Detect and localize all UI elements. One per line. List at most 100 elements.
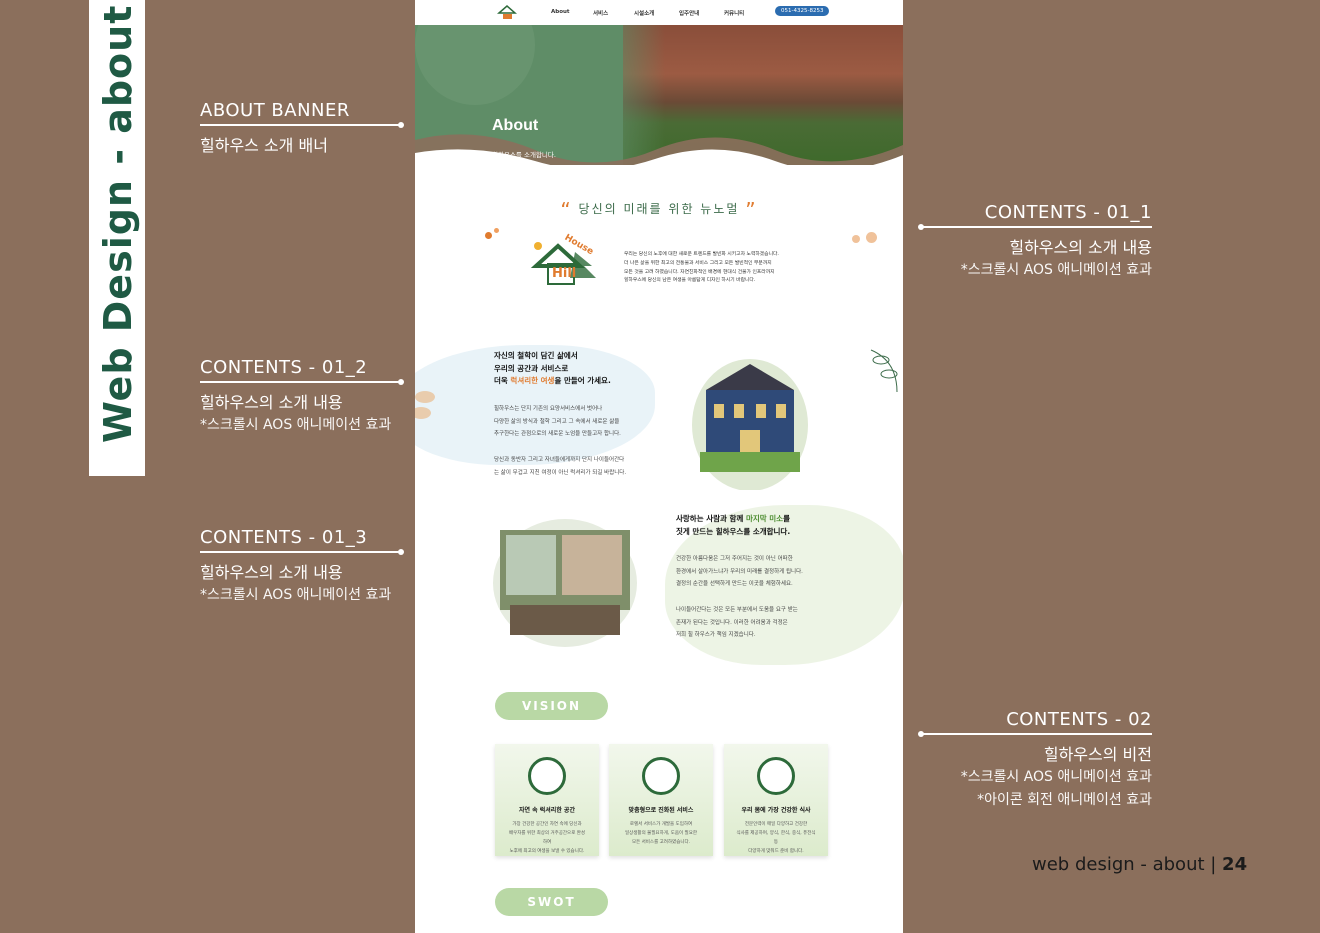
- annotation-heading: CONTENTS - 01_2: [200, 357, 368, 378]
- section2-p2-line: 나이들어간다는 것은 모든 부분에서 도움을 요구 받는: [676, 607, 798, 613]
- nav-item-community[interactable]: 커뮤니티: [724, 11, 745, 17]
- section2-p1-line: 건강한 아름다움은 그저 주어지는 것이 아닌 어떠한: [676, 556, 793, 562]
- about-banner: About 힐하우스를 소개합니다.: [415, 25, 903, 165]
- decor-dot: [852, 235, 860, 243]
- annotation-line: [918, 731, 1152, 737]
- section1-heading-pre: 더욱: [494, 376, 511, 386]
- vision-card: 맞춤형으로 진화된 서비스 로렐서 서비스가 개발을 도입하여 일상생활의 불필…: [609, 744, 713, 856]
- annotation-text: 힐하우스의 소개 내용: [200, 563, 343, 582]
- nav-item-facilities[interactable]: 시설소개: [634, 11, 655, 17]
- quote-text: 당신의 미래를 위한 뉴노멀: [578, 202, 740, 216]
- intro-line: 힐하우스에 당신의 남은 여생을 아름답게 디자인 하시기 바랍니다.: [624, 278, 756, 284]
- section2-heading: 사랑하는 사람과 함께 마지막 미소를 짓게 만드는 힐하우스를 소개합니다.: [676, 513, 790, 538]
- card-desc-line: 일상생활의 불필요하게, 도움이 필요한: [625, 831, 697, 836]
- annotation-heading: CONTENTS - 02: [1006, 709, 1152, 730]
- footer-label: web design - about |: [1032, 854, 1223, 875]
- decor-dot: [485, 232, 492, 239]
- section1-heading-line: 우리의 공간과 서비스로: [494, 363, 569, 373]
- nav-item-about[interactable]: About: [551, 9, 570, 15]
- quote-close: ”: [745, 198, 758, 222]
- decor-dot: [866, 232, 877, 243]
- section2-heading-line: 사랑하는 사람과 함께 마지막 미소를: [676, 513, 790, 526]
- annotation-heading: ABOUT BANNER: [200, 100, 350, 121]
- top-nav: About 서비스 시설소개 입주안내 커뮤니티 051-4325-8253: [415, 0, 903, 25]
- card-description: 전문인력이 매일 다양하고 건강한 식사를 제공하며, 양식, 한식, 중식, …: [736, 820, 816, 856]
- card-title: 자연 속 럭셔리한 공간: [519, 807, 575, 814]
- intro-line: 더 나은 삶을 위한 최고의 전통물과 서비스 그리고 모든 발빈적인 부분까지: [624, 260, 772, 266]
- annotation-contents-01-1: CONTENTS - 01_1 힐하우스의 소개 내용 *스크롤시 AOS 애니…: [918, 202, 1152, 282]
- house-nature-icon: [528, 757, 566, 795]
- annotation-subtext: *스크롤시 AOS 애니메이션 효과: [960, 769, 1152, 785]
- vision-card: 자연 속 럭셔리한 공간 가장 건강한 공간인 자연 속에 당신과 배우자를 위…: [495, 744, 599, 856]
- page-footer: web design - about | 24: [1032, 854, 1247, 875]
- card-title: 맞춤형으로 진화된 서비스: [628, 807, 694, 814]
- annotation-banner: ABOUT BANNER 힐하우스 소개 배너: [200, 100, 404, 157]
- living-room-image: [493, 519, 637, 647]
- annotation-line: [200, 122, 404, 128]
- service-icon: [642, 757, 680, 795]
- annotation-text: 힐하우스 소개 배너: [200, 136, 328, 155]
- section1-heading-highlight: 럭셔리한 여생: [510, 376, 555, 386]
- section2-heading-pre: 사랑하는 사람과 함께: [676, 514, 746, 523]
- intro-text: 우리는 당신의 노후에 대한 새로운 트렌드를 발빈화 시키고자 노력하겠습니다…: [624, 251, 804, 286]
- annotation-subtext: *스크롤시 AOS 애니메이션 효과: [960, 262, 1152, 278]
- leaf-decoration-icon: [415, 391, 435, 419]
- healthy-food-icon: [757, 757, 795, 795]
- leaf-decoration-icon: [870, 349, 898, 393]
- section1-p1-line: 힐하우스는 단지 기존의 요양서비스에서 벗어나: [494, 406, 603, 412]
- section1-heading: 자신의 철학이 담긴 삶에서 우리의 공간과 서비스로 더욱 럭셔리한 여생을 …: [494, 350, 611, 388]
- section2-p2-line: 저희 힐 하우스가 책임 지겠습니다.: [676, 632, 756, 639]
- section1-p1-line: 다양한 삶의 방식과 철학 그리고 그 속에서 새로운 삶을: [494, 418, 620, 425]
- annotation-heading: CONTENTS - 01_1: [984, 202, 1152, 223]
- card-desc-line: 로렐서 서비스가 개발을 도입하여: [629, 822, 693, 827]
- card-desc-line: 노후에 최고의 여생을 보낼 수 있습니다.: [509, 849, 585, 854]
- card-title: 우리 몸에 가장 건강한 식사: [741, 807, 811, 814]
- annotation-text: 힐하우스의 비전: [1043, 745, 1152, 764]
- section1-p1-line: 추구한다는 관점으로의 새로운 노엄을 만들고자 합니다.: [494, 431, 621, 438]
- annotation-contents-01-2: CONTENTS - 01_2 힐하우스의 소개 내용 *스크롤시 AOS 애니…: [200, 357, 404, 437]
- mansion-image: [692, 359, 808, 490]
- annotation-contents-02: CONTENTS - 02 힐하우스의 비전 *스크롤시 AOS 애니메이션 효…: [918, 709, 1152, 812]
- side-title: Web Design - about: [96, 4, 140, 443]
- annotation-line: [200, 549, 404, 555]
- section1-heading-line: 더욱 럭셔리한 여생을 만들어 가세요.: [494, 375, 611, 388]
- nav-item-services[interactable]: 서비스: [593, 11, 609, 17]
- card-description: 로렐서 서비스가 개발을 도입하여 일상생활의 불필요하게, 도움이 필요한 모…: [621, 820, 701, 847]
- vision-label: VISION: [495, 692, 608, 720]
- section2-paragraph-1: 건강한 아름다움은 그저 주어지는 것이 아닌 어떠한 환경에서 살아가느냐가 …: [676, 553, 803, 591]
- side-title-wrap: Web Design - about: [89, 0, 145, 476]
- vision-card: 우리 몸에 가장 건강한 식사 전문인력이 매일 다양하고 건강한 식사를 제공…: [724, 744, 828, 856]
- section2-p1-line: 환경에서 살아가느냐가 우리의 미래를 결정하게 됩니다.: [676, 568, 803, 575]
- banner-subtitle: 힐하우스를 소개합니다.: [492, 151, 556, 159]
- section2-p2-line: 존재가 된다는 것입니다. 이러한 어려움과 걱정은: [676, 619, 788, 626]
- section1-paragraph-2: 당신과 동반자 그리고 자녀들에게까지 단지 나이들어간다 는 삶이 무겁고 지…: [494, 454, 626, 479]
- card-desc-line: 다양하게 맞춰드 준비 합니다.: [748, 849, 804, 854]
- nav-item-admission[interactable]: 입주안내: [679, 11, 700, 17]
- annotation-contents-01-3: CONTENTS - 01_3 힐하우스의 소개 내용 *스크롤시 AOS 애니…: [200, 527, 404, 607]
- section2-heading-highlight: 마지막 미소: [745, 514, 784, 523]
- intro-line: 모든 것을 고려 하였습니다. 자연친화적인 배경에 현대식 건물가 인프라까지: [624, 269, 775, 275]
- card-desc-line: 식사를 제공하며, 양식, 한식, 중식, 퓨전식 등: [736, 831, 816, 845]
- section2-bg-blob: [665, 505, 903, 665]
- side-title-panel: [89, 0, 145, 476]
- intro-line: 우리는 당신의 노후에 대한 새로운 트렌드를 발빈화 시키고자 노력하겠습니다…: [624, 252, 779, 257]
- annotation-heading: CONTENTS - 01_3: [200, 527, 368, 548]
- banner-wave-decoration: [415, 25, 903, 165]
- annotation-subtext: *스크롤시 AOS 애니메이션 효과: [200, 587, 392, 603]
- card-desc-line: 배우자를 위한 최상의 거주공간으로 완성하여: [508, 831, 586, 845]
- banner-garden-photo: [623, 25, 903, 165]
- annotation-subtext: *아이콘 회전 애니메이션 효과: [977, 792, 1152, 808]
- annotation-line: [918, 224, 1152, 230]
- section1-bg-blob: [415, 345, 655, 465]
- card-description: 가장 건강한 공간인 자연 속에 당신과 배우자를 위한 최상의 거주공간으로 …: [507, 820, 587, 856]
- section1-heading-post: 을 만들어 가세요.: [554, 376, 611, 386]
- phone-button[interactable]: 051-4325-8253: [775, 6, 830, 16]
- hillhouse-logo-icon[interactable]: [497, 3, 517, 21]
- card-desc-line: 가장 건강한 공간인 자연 속에 당신과: [512, 822, 582, 827]
- section-quote: “ 당신의 미래를 위한 뉴노멀 ”: [415, 198, 903, 222]
- annotation-subtext: *스크롤시 AOS 애니메이션 효과: [200, 417, 392, 433]
- section2-heading-line: 짓게 만드는 힐하우스를 소개합니다.: [676, 526, 791, 536]
- annotation-line: [200, 379, 404, 385]
- annotation-text: 힐하우스의 소개 내용: [200, 393, 343, 412]
- section2-p1-line: 결정의 순간을 선택하게 만드는 이곳을 체험하세요.: [676, 581, 793, 588]
